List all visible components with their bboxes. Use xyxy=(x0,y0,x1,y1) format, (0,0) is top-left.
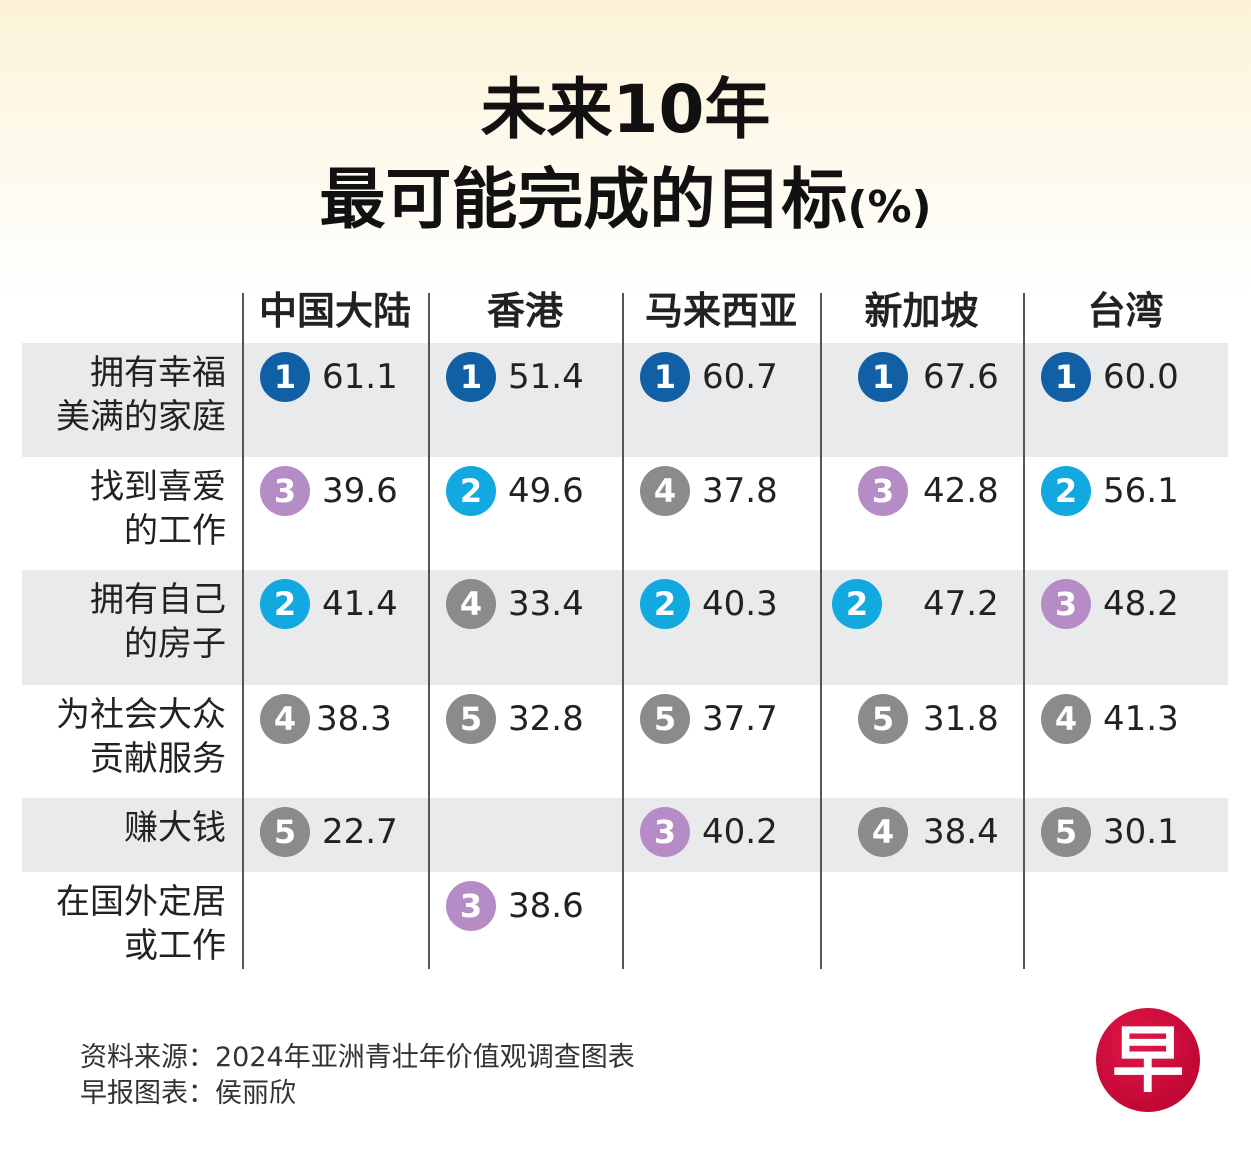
rank-badge: 3 xyxy=(446,881,496,931)
rank-badge: 2 xyxy=(640,579,690,629)
cell-value: 37.8 xyxy=(702,471,778,511)
rank-badge: 5 xyxy=(858,694,908,744)
row-label-line: 赚大钱 xyxy=(124,808,226,848)
table-row: 赚大钱 5 22.7 3 40.2 4 38.4 5 30.1 xyxy=(22,798,1228,872)
rank-badge: 1 xyxy=(446,352,496,402)
row-label: 拥有幸福 美满的家庭 xyxy=(22,351,226,439)
row-label-line: 的房子 xyxy=(124,624,226,664)
goals-table: 拥有幸福 美满的家庭 1 61.1 1 51.4 1 60.7 1 67.6 1 60.0 找到喜爱 的工… xyxy=(22,285,1228,969)
rank-badge: 2 xyxy=(1041,466,1091,516)
title-line-1: 未来10年 xyxy=(480,71,771,148)
rank-badge: 5 xyxy=(260,807,310,857)
cell-value: 47.2 xyxy=(923,584,999,624)
rank-badge: 4 xyxy=(858,807,908,857)
row-label-line: 拥有幸福 xyxy=(90,353,226,393)
rank-badge: 4 xyxy=(1041,694,1091,744)
row-label: 拥有自己 的房子 xyxy=(22,578,226,666)
cell-value: 30.1 xyxy=(1103,812,1179,852)
row-label: 为社会大众 贡献服务 xyxy=(22,693,226,781)
column-header: 马来西亚 xyxy=(644,289,797,333)
cell-value: 22.7 xyxy=(322,812,398,852)
rank-badge: 1 xyxy=(858,352,908,402)
row-label-line: 或工作 xyxy=(124,926,226,966)
cell-value: 49.6 xyxy=(508,471,584,511)
rank-badge: 5 xyxy=(446,694,496,744)
cell-value: 60.0 xyxy=(1103,357,1179,397)
rank-badge: 3 xyxy=(1041,579,1091,629)
rank-badge: 2 xyxy=(260,579,310,629)
row-label-line: 美满的家庭 xyxy=(56,397,226,437)
column-divider xyxy=(1023,293,1025,969)
cell-value: 37.7 xyxy=(702,699,778,739)
rank-badge: 3 xyxy=(260,466,310,516)
cell-value: 60.7 xyxy=(702,357,778,397)
table-row: 在国外定居 或工作 3 38.6 xyxy=(22,872,1228,969)
cell-value: 40.2 xyxy=(702,812,778,852)
cell-value: 41.4 xyxy=(322,584,398,624)
table-row: 找到喜爱 的工作 3 39.6 2 49.6 4 37.8 3 42.8 2 56.1 xyxy=(22,457,1228,570)
column-header: 中国大陆 xyxy=(258,289,411,333)
cell-value: 40.3 xyxy=(702,584,778,624)
cell-value: 32.8 xyxy=(508,699,584,739)
cell-value: 42.8 xyxy=(923,471,999,511)
cell-value: 38.3 xyxy=(316,699,392,739)
cell-value: 41.3 xyxy=(1103,699,1179,739)
rank-badge: 3 xyxy=(640,807,690,857)
cell-value: 38.4 xyxy=(923,812,999,852)
row-label-line: 的工作 xyxy=(124,511,226,551)
cell-value: 39.6 xyxy=(322,471,398,511)
rank-badge: 5 xyxy=(640,694,690,744)
source-notes: 资料来源：2024年亚洲青壮年价值观调查图表 早报图表：侯丽欣 xyxy=(80,1040,635,1112)
rank-badge: 4 xyxy=(640,466,690,516)
row-label-line: 为社会大众 xyxy=(56,695,226,735)
column-divider xyxy=(428,293,430,969)
cell-value: 67.6 xyxy=(923,357,999,397)
row-label: 赚大钱 xyxy=(22,806,226,850)
credit-line: 早报图表：侯丽欣 xyxy=(80,1078,296,1109)
source-line: 资料来源：2024年亚洲青壮年价值观调查图表 xyxy=(80,1042,635,1073)
rank-badge: 4 xyxy=(446,579,496,629)
cell-value: 38.6 xyxy=(508,886,584,926)
rank-badge: 1 xyxy=(260,352,310,402)
title-unit: (%) xyxy=(847,182,932,233)
rank-badge: 1 xyxy=(640,352,690,402)
column-header: 新加坡 xyxy=(864,289,979,333)
column-divider xyxy=(820,293,822,969)
row-label-line: 在国外定居 xyxy=(56,882,226,922)
zaobao-logo: 早 xyxy=(1096,1008,1200,1112)
title-line-2: 最可能完成的目标(%) xyxy=(0,158,1251,250)
cell-value: 48.2 xyxy=(1103,584,1179,624)
cell-value: 61.1 xyxy=(322,357,398,397)
column-divider xyxy=(622,293,624,969)
table-row: 拥有幸福 美满的家庭 1 61.1 1 51.4 1 60.7 1 67.6 1 60.0 xyxy=(22,343,1228,457)
rank-badge: 5 xyxy=(1041,807,1091,857)
rank-badge: 3 xyxy=(858,466,908,516)
row-label: 在国外定居 或工作 xyxy=(22,880,226,968)
table-row: 拥有自己 的房子 2 41.4 4 33.4 2 40.3 2 47.2 3 48.2 xyxy=(22,570,1228,685)
column-divider xyxy=(242,293,244,969)
rank-badge: 2 xyxy=(446,466,496,516)
row-label: 找到喜爱 的工作 xyxy=(22,465,226,553)
column-header: 香港 xyxy=(486,289,563,333)
cell-value: 31.8 xyxy=(923,699,999,739)
row-label-line: 拥有自己 xyxy=(90,580,226,620)
cell-value: 56.1 xyxy=(1103,471,1179,511)
title-main: 最可能完成的目标 xyxy=(319,161,848,238)
row-label-line: 贡献服务 xyxy=(90,739,226,779)
row-label-line: 找到喜爱 xyxy=(90,467,226,507)
column-header: 台湾 xyxy=(1087,289,1164,333)
table-row: 为社会大众 贡献服务 4 38.3 5 32.8 5 37.7 5 31.8 4 41.3 xyxy=(22,685,1228,798)
rank-badge: 4 xyxy=(260,694,310,744)
cell-value: 33.4 xyxy=(508,584,584,624)
rank-badge: 1 xyxy=(1041,352,1091,402)
cell-value: 51.4 xyxy=(508,357,584,397)
rank-badge: 2 xyxy=(832,579,882,629)
